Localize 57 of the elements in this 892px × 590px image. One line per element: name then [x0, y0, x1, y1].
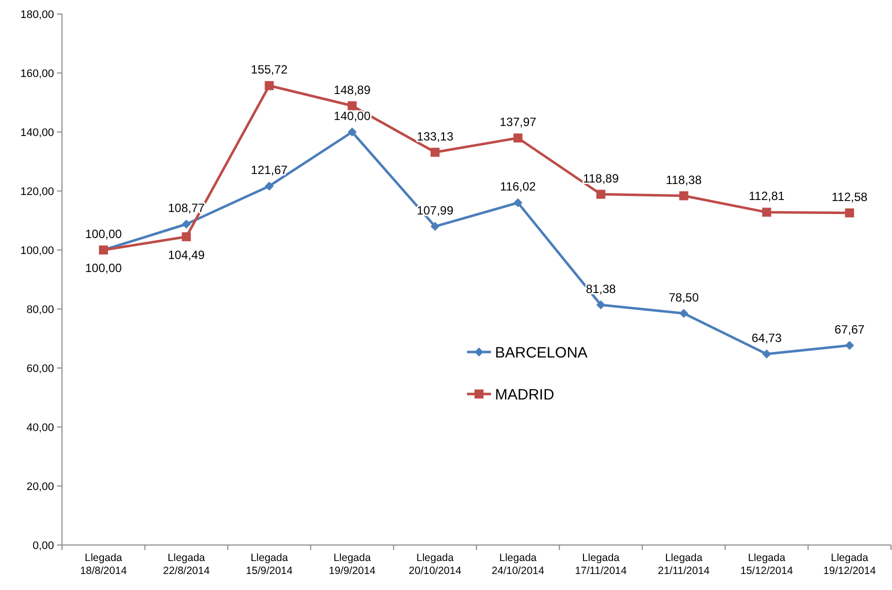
y-tick-label: 80,00: [26, 304, 54, 316]
data-label: 118,89: [582, 171, 620, 186]
data-label: 148,89: [334, 82, 371, 97]
data-label: 137,97: [500, 114, 537, 129]
x-tick-label: Llegada 17/11/2014: [574, 552, 627, 577]
x-tick-label: Llegada 18/8/2014: [80, 552, 127, 577]
data-label: 133,13: [416, 129, 454, 144]
data-label: 100,00: [85, 227, 122, 241]
point: [264, 182, 274, 191]
y-tick-label: 160,00: [20, 68, 54, 80]
x-tick-label: Llegada 24/10/2014: [492, 552, 544, 577]
point: [596, 300, 606, 310]
point: [762, 350, 772, 359]
point: [845, 208, 854, 218]
data-label: 104,49: [168, 248, 206, 262]
x-tick-label: Llegada 21/11/2014: [658, 552, 710, 577]
point: [513, 198, 522, 208]
data-label: 112,81: [748, 189, 785, 204]
point: [679, 191, 688, 200]
legend-label: BARCELONA: [495, 344, 588, 362]
x-tick-label: Llegada 20/10/2014: [408, 552, 462, 577]
point: [348, 101, 357, 110]
x-tick-label: Llegada 19/12/2014: [823, 552, 876, 577]
data-label: 121,67: [250, 163, 288, 178]
data-label: 116,02: [500, 180, 536, 194]
point: [264, 81, 274, 90]
data-label: 100,00: [85, 261, 122, 275]
x-tick-label: Llegada 19/9/2014: [328, 552, 376, 577]
point: [679, 308, 688, 318]
data-label: 112,58: [832, 190, 868, 204]
y-tick-label: 60,00: [26, 362, 54, 375]
point: [596, 190, 606, 199]
legend-label: MADRID: [495, 386, 554, 404]
point: [845, 340, 854, 350]
data-label: 64,73: [752, 331, 782, 346]
y-tick-label: 180,00: [20, 8, 54, 21]
point: [182, 232, 191, 242]
point: [430, 148, 440, 157]
y-tick-label: 40,00: [26, 422, 54, 434]
x-tick-label: Llegada 22/8/2014: [162, 552, 210, 577]
x-tick-label: Llegada 15/9/2014: [246, 552, 293, 577]
data-label: 140,00: [334, 109, 371, 123]
x-tick-label: Llegada 15/12/2014: [740, 552, 794, 577]
data-label: 118,38: [666, 172, 702, 187]
y-tick-label: 100,00: [20, 244, 54, 257]
point: [513, 133, 522, 142]
y-tick-label: 140,00: [20, 126, 54, 139]
y-tick-label: 20,00: [26, 480, 54, 493]
point: [430, 222, 440, 231]
y-tick-label: 120,00: [20, 186, 54, 198]
point: [762, 208, 772, 217]
point: [348, 128, 357, 136]
data-label: 155,72: [250, 62, 288, 77]
y-tick-label: 0,00: [32, 540, 54, 552]
data-label: 78,50: [668, 290, 700, 304]
data-label: 67,67: [834, 322, 865, 336]
point: [182, 220, 191, 229]
